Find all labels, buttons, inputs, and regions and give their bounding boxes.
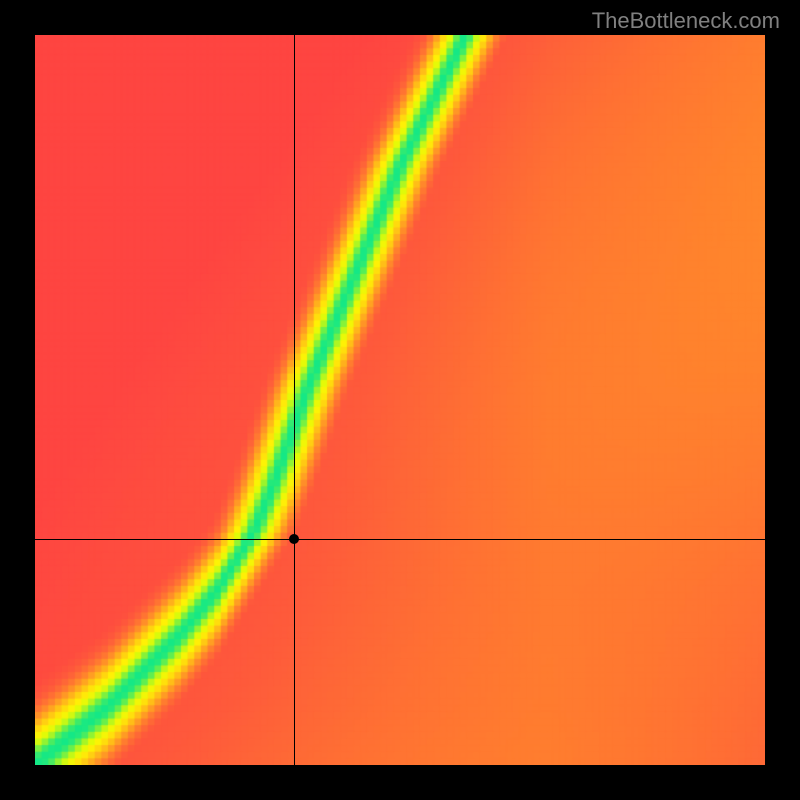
crosshair-horizontal	[35, 539, 765, 540]
marker-point	[289, 534, 299, 544]
heatmap-plot	[35, 35, 765, 765]
attribution-text: TheBottleneck.com	[592, 8, 780, 34]
heatmap-canvas	[35, 35, 765, 765]
chart-container: TheBottleneck.com	[0, 0, 800, 800]
crosshair-vertical	[294, 35, 295, 765]
